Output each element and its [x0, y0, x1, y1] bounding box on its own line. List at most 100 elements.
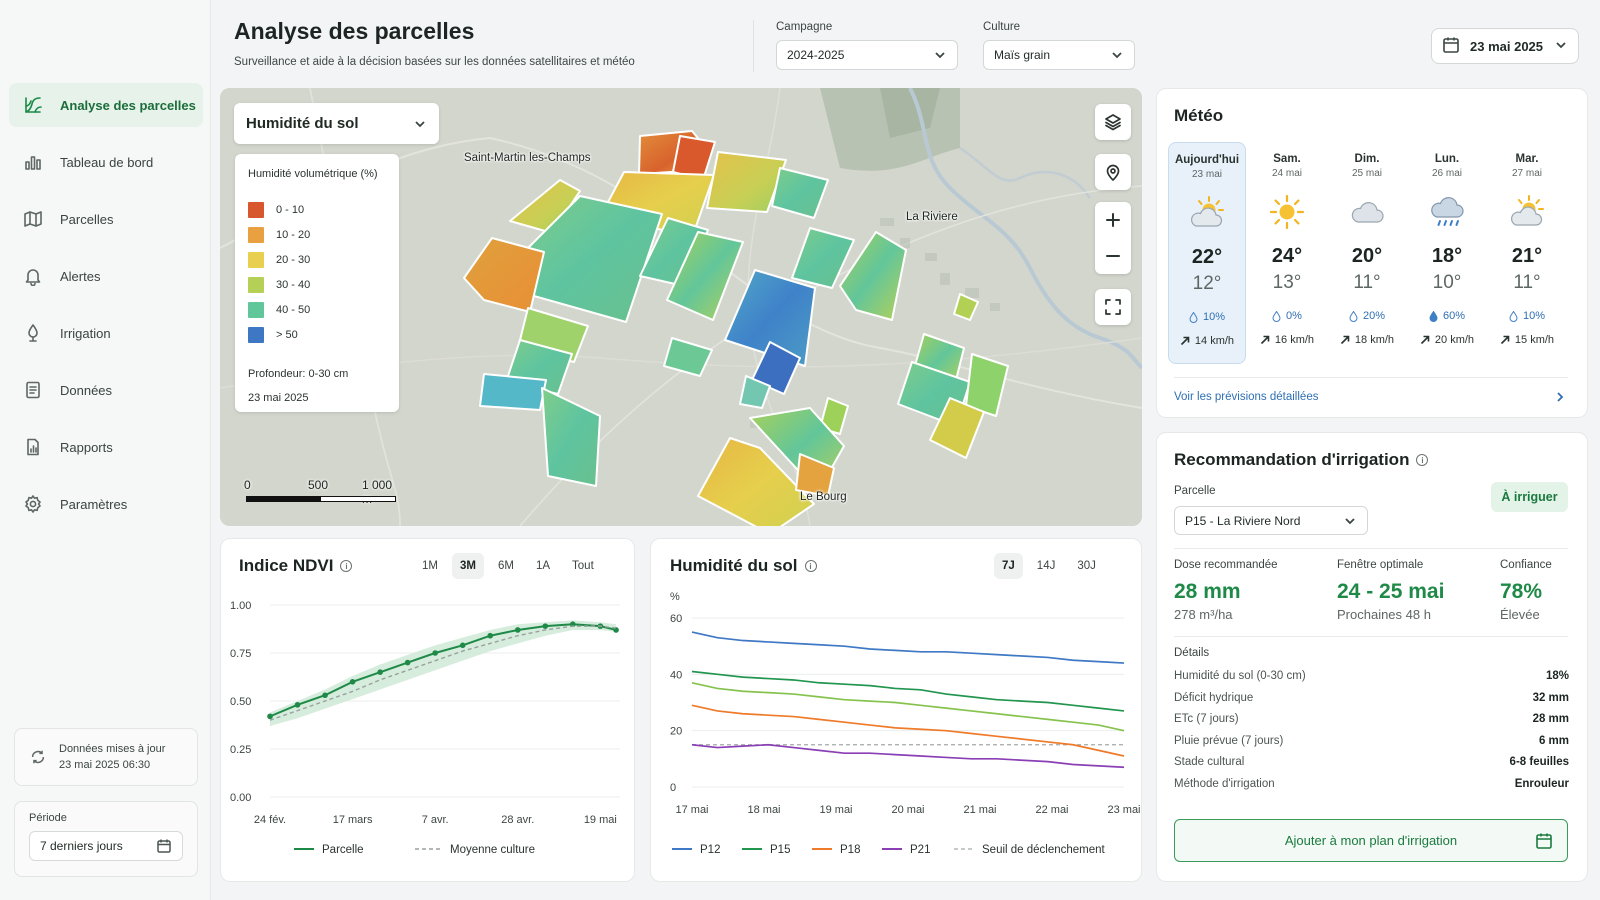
data-point[interactable]: [377, 669, 383, 675]
sidebar-item-rapports[interactable]: Rapports: [9, 425, 203, 469]
fullscreen-button[interactable]: [1095, 289, 1131, 325]
detail-value: Enrouleur: [1514, 778, 1569, 790]
zoom-out-button[interactable]: [1095, 238, 1131, 274]
refresh-icon[interactable]: [29, 748, 47, 766]
location-button[interactable]: [1095, 154, 1131, 190]
sidebar-item-irrigation[interactable]: Irrigation: [9, 311, 203, 355]
irrigation-icon: [23, 323, 43, 343]
kpi-value-window: 24 - 25 mai: [1337, 580, 1445, 603]
data-point[interactable]: [349, 679, 356, 685]
details-title: Détails: [1174, 647, 1210, 659]
period-select[interactable]: 7 derniers jours: [29, 831, 183, 861]
culture-select[interactable]: Maïs grain: [983, 40, 1135, 70]
sidebar-item-donnees[interactable]: Données: [9, 368, 203, 412]
place-label-saint-martin: Saint-Martin les-Champs: [464, 152, 591, 164]
period-card: Période 7 derniers jours: [14, 801, 198, 877]
data-point[interactable]: [432, 650, 438, 656]
forecast-day[interactable]: Lun. 26 mai 18° 10° 60% 20 km/h: [1408, 142, 1486, 364]
data-point[interactable]: [322, 692, 328, 699]
period-value: 7 derniers jours: [40, 839, 123, 853]
humidity-chart: % 60 40 20 0 17 mai 18 mai 19 mai 20 mai 21 mai 22…: [670, 591, 1140, 856]
divider: [1174, 548, 1568, 549]
date-picker[interactable]: 23 mai 2025: [1431, 28, 1579, 64]
bar-chart-icon: [23, 152, 43, 172]
forecast-day[interactable]: Dim. 25 mai 20° 11° 20% 18 km/h: [1328, 142, 1406, 364]
info-icon[interactable]: i: [804, 560, 817, 572]
map-layer-select[interactable]: Humidité du sol: [234, 103, 439, 144]
data-point[interactable]: [267, 713, 273, 720]
forecast-day[interactable]: Sam. 24 mai 24° 13° 0% 16 km/h: [1248, 142, 1326, 364]
info-icon[interactable]: i: [340, 560, 353, 572]
period-button-3m[interactable]: 3M: [451, 553, 484, 579]
sun-icon: [1267, 194, 1307, 230]
add-to-plan-button[interactable]: Ajouter à mon plan d'irrigation: [1174, 819, 1568, 862]
legend-item: 0 - 10: [248, 197, 386, 222]
forecast-day[interactable]: Aujourd'hui 23 mai 22° 12° 10% 14 km/h: [1168, 142, 1246, 364]
detail-row: ETc (7 jours) 28 mm: [1174, 713, 1569, 725]
legend-swatch: [248, 326, 264, 343]
period-button-tout[interactable]: Tout: [572, 560, 594, 572]
forecast-rain-value: 10%: [1522, 310, 1546, 322]
detail-value: 6 mm: [1538, 734, 1569, 747]
data-point[interactable]: [294, 702, 301, 708]
forecast-wind-value: 15 km/h: [1514, 334, 1555, 346]
legend-swatch: [248, 201, 264, 218]
period-button-6m[interactable]: 6M: [497, 560, 514, 572]
forecast-link[interactable]: Voir les prévisions détaillées: [1174, 391, 1319, 403]
droplet-icon: [1509, 310, 1518, 322]
meteo-title: Météo: [1174, 106, 1224, 125]
period-button-30j[interactable]: 30J: [1077, 560, 1096, 572]
data-point[interactable]: [404, 659, 411, 666]
partly-cloudy-icon: [1507, 194, 1547, 230]
data-point[interactable]: [487, 632, 494, 639]
layers-button[interactable]: [1095, 104, 1131, 140]
chevron-right-icon[interactable]: [1553, 390, 1567, 409]
forecast-rain: 0%: [1248, 310, 1326, 322]
legend-item: > 50: [248, 322, 386, 347]
campagne-select[interactable]: 2024-2025: [776, 40, 958, 70]
x-tick-label: 28 avr.: [501, 814, 534, 826]
data-point[interactable]: [542, 623, 549, 629]
x-tick-label: 23 mai: [1107, 804, 1140, 816]
period-button-14j[interactable]: 14J: [1036, 560, 1056, 572]
info-icon[interactable]: i: [1416, 454, 1429, 466]
parcel-select[interactable]: P15 - La Riviere Nord: [1174, 506, 1368, 535]
legend-label: 10 - 20: [276, 228, 311, 241]
detail-label: Humidité du sol (0-30 cm): [1174, 670, 1306, 682]
forecast-day[interactable]: Mar. 27 mai 21° 11° 10% 15 km/h: [1488, 142, 1566, 364]
x-tick-label: 21 mai: [963, 804, 996, 816]
droplet-icon: [1272, 310, 1281, 322]
forecast-wind-value: 20 km/h: [1434, 334, 1475, 346]
data-point[interactable]: [570, 621, 576, 627]
forecast-day-date: 25 mai: [1351, 168, 1382, 179]
period-button-1a[interactable]: 1A: [535, 560, 551, 572]
sidebar-item-tableau[interactable]: Tableau de bord: [9, 140, 203, 184]
fullscreen-icon: [1105, 299, 1121, 315]
period-button-7j[interactable]: 7J: [994, 553, 1023, 579]
forecast-wind: 14 km/h: [1169, 335, 1245, 347]
data-point[interactable]: [459, 642, 466, 649]
kpi-label-window: Fenêtre optimale: [1337, 559, 1424, 571]
sidebar-item-alertes[interactable]: Alertes: [9, 254, 203, 298]
calendar-icon: [1442, 36, 1470, 57]
sidebar-item-parametres[interactable]: Paramètres: [9, 482, 203, 526]
x-tick-label: 19 mai: [819, 804, 852, 816]
map-scale: 0 500 1 000 m: [244, 474, 404, 506]
sidebar-item-parcelles[interactable]: Parcelles: [9, 197, 203, 241]
legend-title: Humidité volumétrique (%): [248, 168, 378, 180]
x-tick-label: 18 mai: [747, 804, 780, 816]
period-button-1m[interactable]: 1M: [422, 560, 438, 572]
campagne-label: Campagne: [776, 21, 833, 33]
parcel-label: Parcelle: [1174, 485, 1216, 497]
scale-label: 500: [308, 478, 329, 492]
zoom-in-button[interactable]: [1095, 202, 1131, 238]
wind-arrow-icon: [1420, 335, 1430, 345]
legend-label: 40 - 50: [276, 303, 311, 316]
sidebar-item-analyse[interactable]: Analyse des parcelles: [9, 83, 203, 127]
wind-arrow-icon: [1260, 335, 1270, 345]
y-tick-label: 0.75: [230, 648, 251, 660]
divider: [1174, 636, 1568, 637]
calendar-icon: [157, 839, 171, 853]
data-point[interactable]: [514, 627, 521, 633]
forecast-wind: 18 km/h: [1328, 334, 1406, 346]
